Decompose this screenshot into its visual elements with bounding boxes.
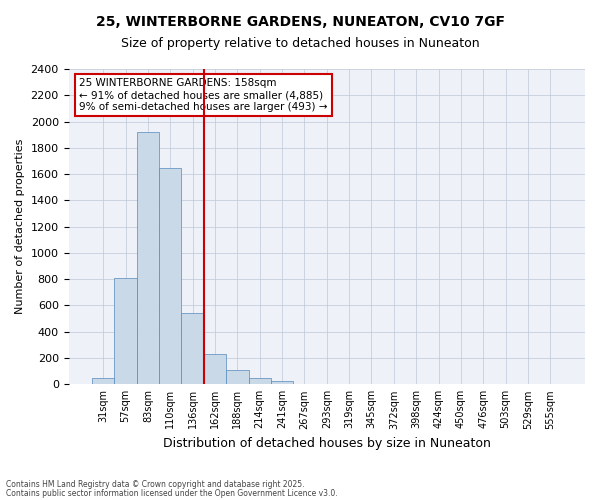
Text: Contains public sector information licensed under the Open Government Licence v3: Contains public sector information licen… [6, 488, 338, 498]
Bar [248, 378, 271, 384]
Text: Contains HM Land Registry data © Crown copyright and database right 2025.: Contains HM Land Registry data © Crown c… [6, 480, 305, 489]
Bar [92, 378, 115, 384]
Text: Size of property relative to detached houses in Nuneaton: Size of property relative to detached ho… [121, 38, 479, 51]
Bar [115, 278, 137, 384]
Y-axis label: Number of detached properties: Number of detached properties [15, 139, 25, 314]
Bar [137, 132, 159, 384]
Bar [159, 168, 181, 384]
Bar [204, 354, 226, 384]
Text: 25, WINTERBORNE GARDENS, NUNEATON, CV10 7GF: 25, WINTERBORNE GARDENS, NUNEATON, CV10 … [95, 15, 505, 29]
X-axis label: Distribution of detached houses by size in Nuneaton: Distribution of detached houses by size … [163, 437, 491, 450]
Bar [226, 370, 248, 384]
Bar [271, 381, 293, 384]
Text: 25 WINTERBORNE GARDENS: 158sqm
← 91% of detached houses are smaller (4,885)
9% o: 25 WINTERBORNE GARDENS: 158sqm ← 91% of … [79, 78, 328, 112]
Bar [181, 314, 204, 384]
